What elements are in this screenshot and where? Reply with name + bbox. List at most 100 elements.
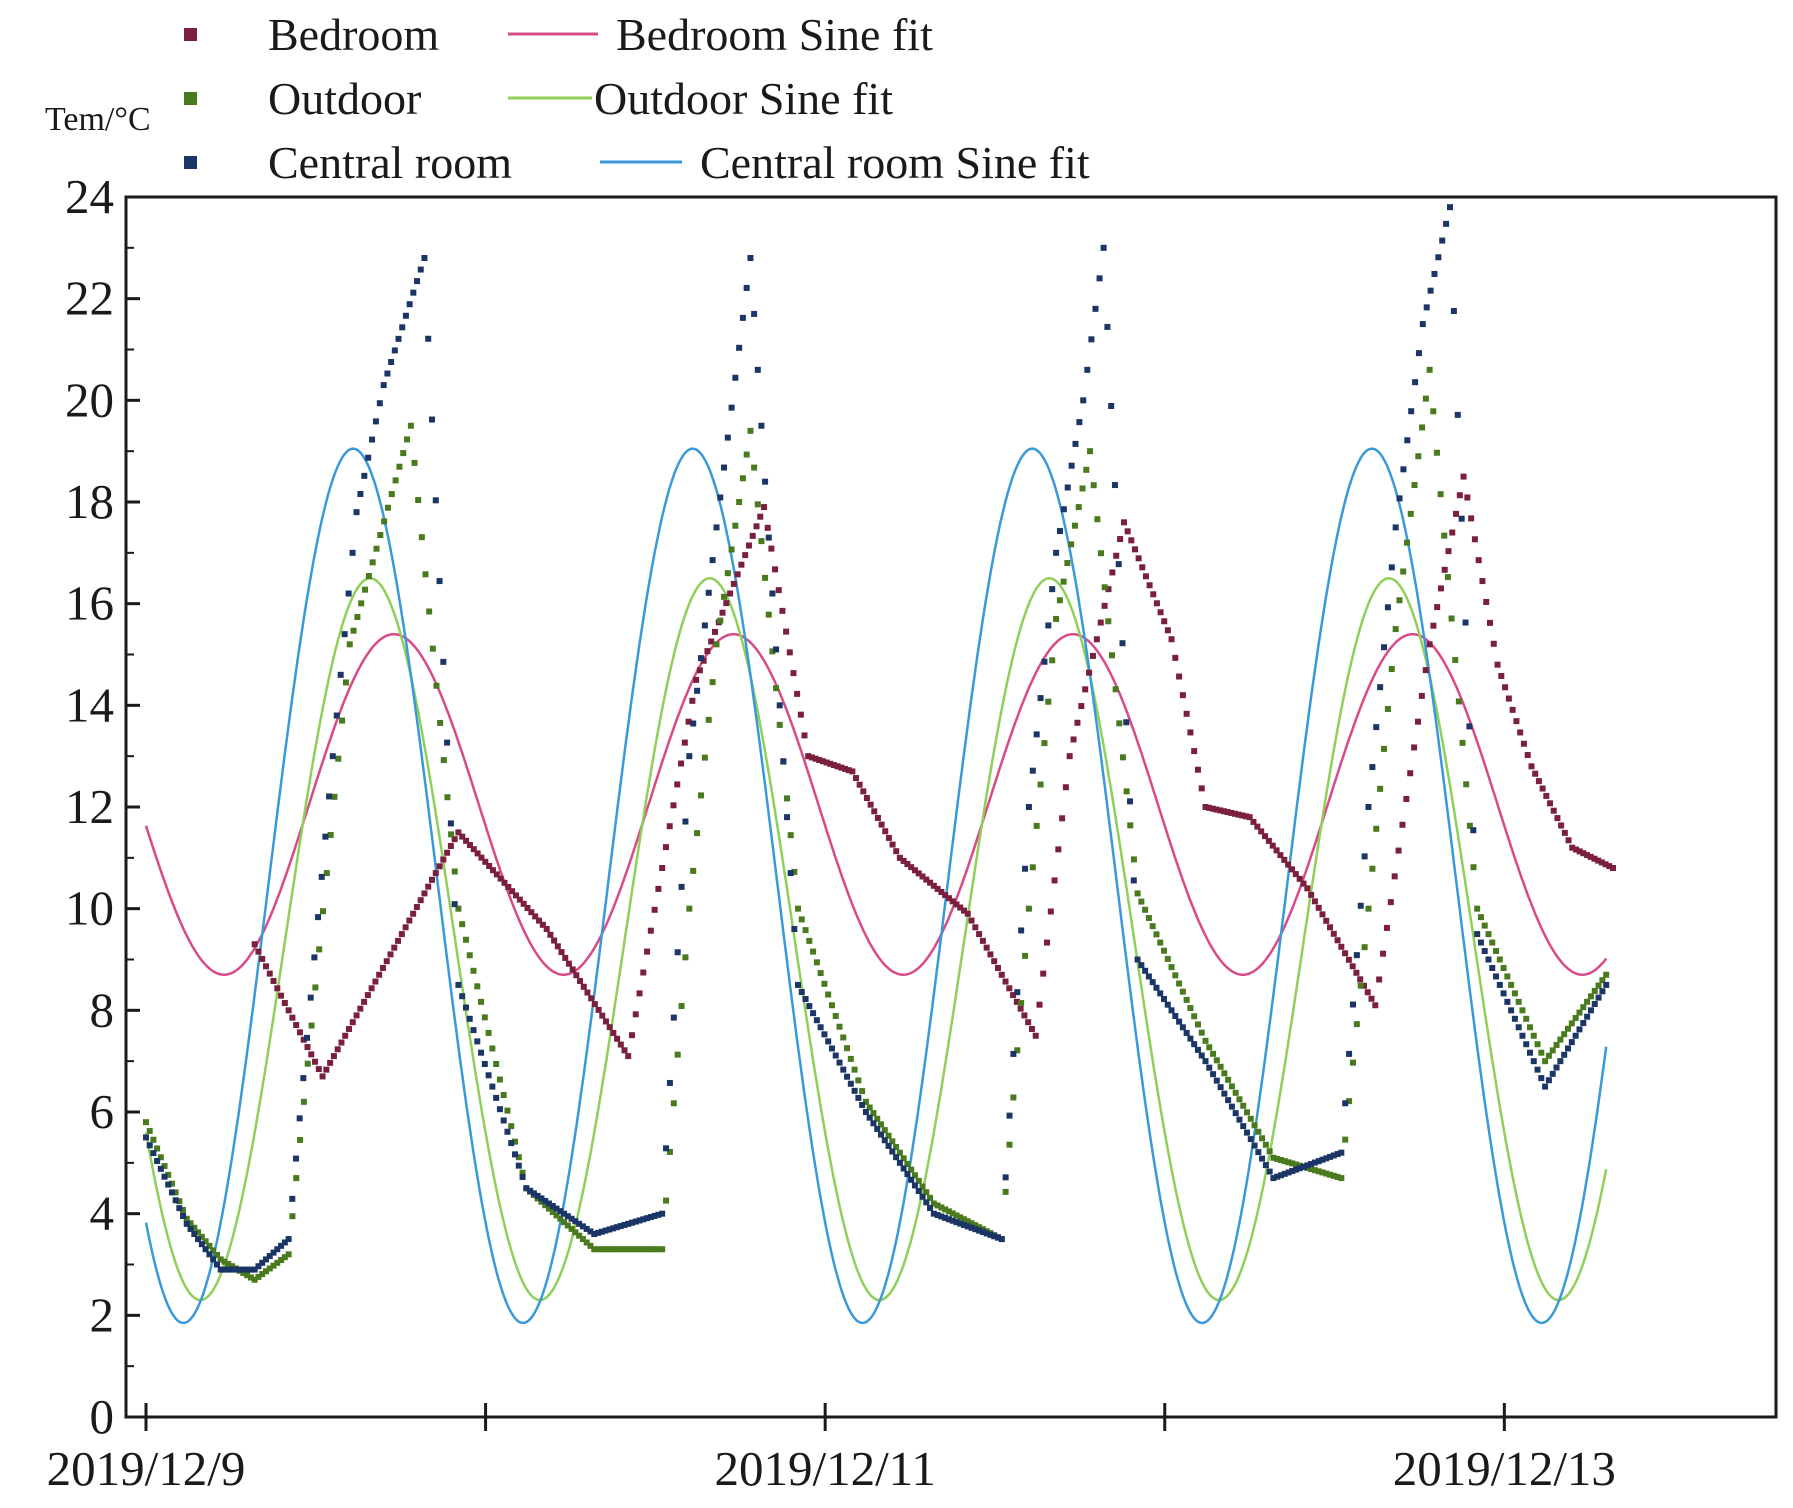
central-point [798,988,805,995]
bedroom-point [1231,810,1238,817]
central-point [1277,1172,1284,1179]
outdoor-point [1033,822,1040,829]
outdoor-point [437,719,444,726]
outdoor-point [1357,982,1364,989]
bedroom-point [1610,865,1616,871]
outdoor-point [1123,788,1130,795]
central-point [598,1228,605,1235]
central-point [504,1128,511,1135]
bedroom-point [379,964,386,971]
outdoor-point [557,1215,564,1222]
outdoor-point [1561,1031,1568,1038]
central-point [874,1125,881,1132]
central-point [621,1221,628,1228]
outdoor-point [1168,964,1175,971]
bedroom-point [1194,766,1201,773]
bedroom-point [1311,898,1318,905]
outdoor-point [549,1208,556,1215]
central-point [1603,981,1610,988]
outdoor-point [1508,981,1515,988]
bedroom-point [1269,842,1276,849]
central-point [240,1266,247,1273]
bedroom-point [911,867,918,874]
central-point [694,687,701,694]
outdoor-point [176,1198,183,1205]
outdoor-point [1466,822,1473,829]
central-point [1353,952,1360,959]
central-point [862,1109,869,1115]
outdoor-point [1496,956,1503,963]
bedroom-point [489,867,496,874]
outdoor-point [773,685,780,692]
central-point [1225,1097,1232,1104]
central-point [198,1241,205,1248]
central-point [399,324,406,331]
bedroom-point [455,829,462,836]
outdoor-point [1198,1029,1205,1036]
central-point [1194,1046,1201,1053]
outdoor-point [1244,1109,1251,1116]
bedroom-point [1006,985,1013,992]
central-point [545,1200,552,1207]
outdoor-point [736,499,743,505]
central-point [508,1140,515,1147]
bedroom-point [1183,710,1190,717]
central-point [1458,515,1465,522]
outdoor-point [602,1246,609,1253]
outdoor-point [1105,618,1112,625]
central-point [1381,644,1388,651]
outdoor-point [1419,424,1426,431]
bedroom-point [569,966,576,973]
central-point [1474,931,1481,938]
central-point [568,1215,575,1222]
bedroom-point [659,865,666,871]
central-point [1584,1013,1591,1020]
outdoor-point [1481,922,1488,929]
outdoor-point [1365,905,1372,912]
outdoor-point [953,1212,960,1219]
central-point [1251,1142,1258,1149]
bedroom-point [1235,811,1242,818]
bedroom-point [1285,861,1292,868]
outdoor-point [651,1246,658,1253]
legend-marker-bedroom [184,28,197,41]
bedroom-point [808,754,815,761]
bedroom-point [689,697,696,704]
central-point [1447,204,1453,211]
bedroom-point [1047,908,1054,915]
bedroom-point [834,763,841,770]
legend-label-outdoor_fit: Outdoor Sine fit [594,73,893,124]
central-point [1160,996,1167,1003]
central-point [322,833,329,840]
central-point [1045,622,1052,629]
bedroom-point [509,888,516,895]
central-point [462,1004,469,1011]
bedroom-point [432,870,439,877]
central-point [206,1251,213,1258]
bedroom-point [1334,937,1341,944]
central-point [911,1182,918,1189]
outdoor-point [1477,914,1484,921]
bedroom-point [1387,899,1394,906]
outdoor-point [1183,996,1190,1003]
outdoor-point [674,1051,681,1058]
bedroom-point [753,523,760,530]
outdoor-point [1441,532,1448,539]
outdoor-point [369,559,376,566]
bedroom-point [1550,807,1557,814]
central-point [564,1213,571,1220]
central-point [721,464,728,471]
bedroom-point [681,739,688,746]
outdoor-point [945,1208,952,1215]
central-point [1542,1083,1549,1090]
outdoor-point [262,1268,269,1275]
outdoor-point [1361,944,1368,951]
outdoor-point [1353,1021,1360,1028]
central-point [1357,902,1364,909]
bedroom-point [1002,978,1009,985]
outdoor-point [825,991,832,998]
central-point [406,301,413,308]
bedroom-point [730,580,737,587]
central-point [844,1073,851,1080]
outdoor-point [1526,1024,1533,1031]
